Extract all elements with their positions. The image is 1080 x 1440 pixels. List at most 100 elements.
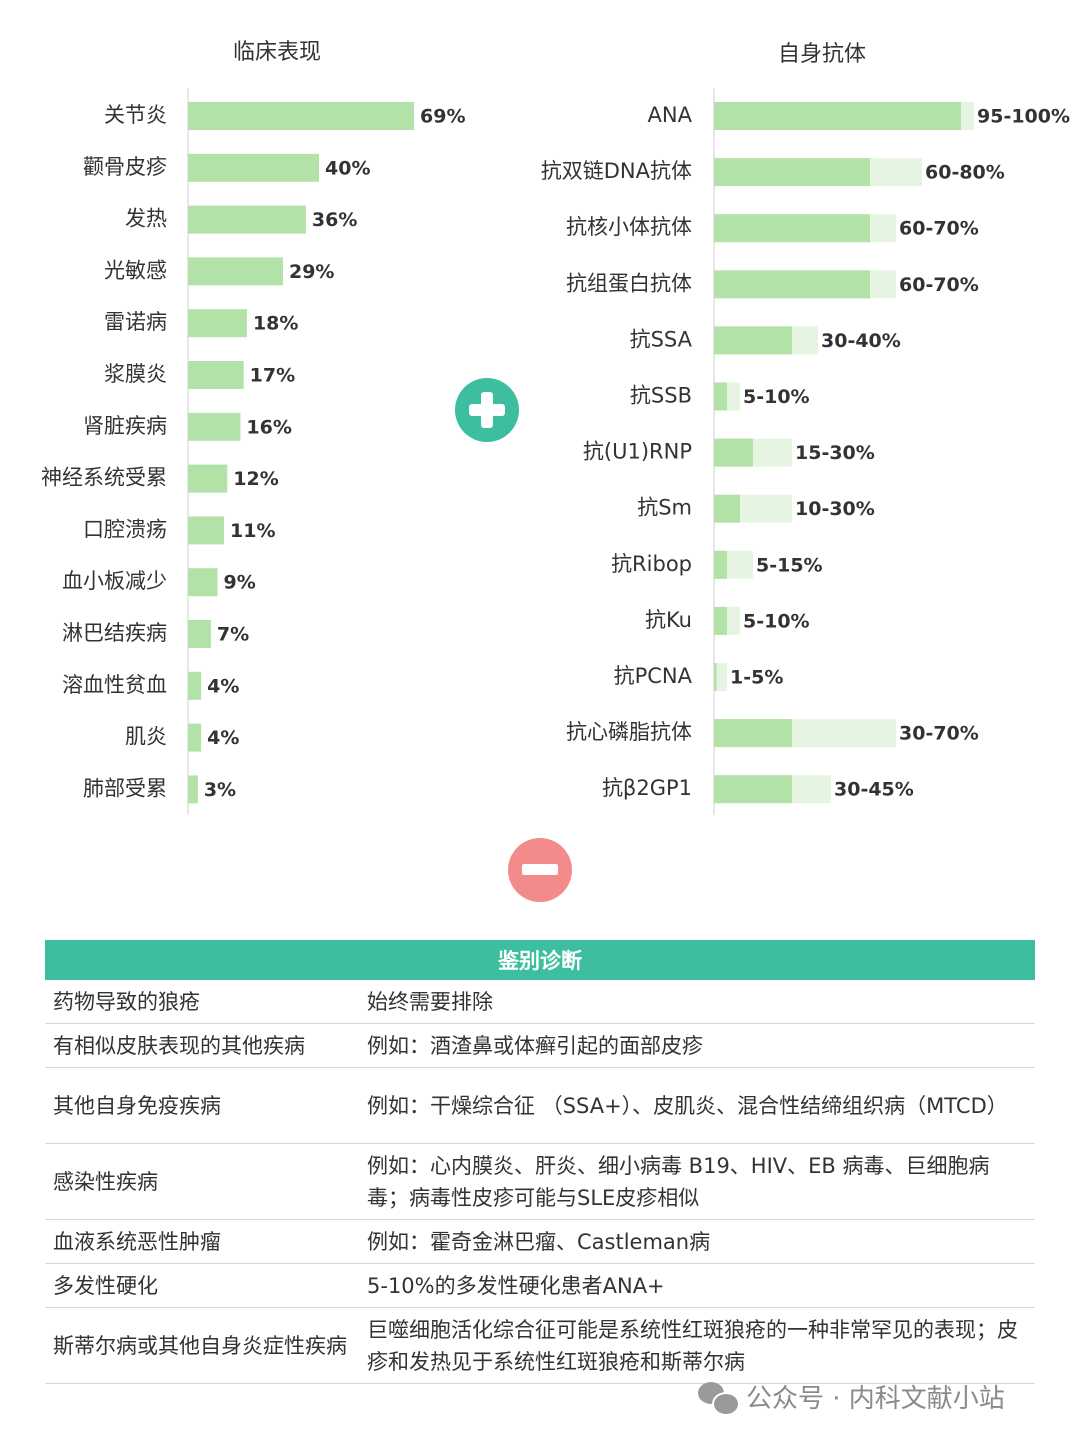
row-description: 例如：心内膜炎、肝炎、细小病毒 B19、HIV、EB 病毒、巨细胞病毒；病毒性皮… [367,1153,990,1210]
clinical-category-label: 关节炎 [104,103,167,127]
clinical-category-label: 发热 [125,207,167,231]
antibody-low-bar [714,550,727,579]
antibody-value-label: 1-5% [730,667,783,689]
table-row: 有相似皮肤表现的其他疾病 例如：酒渣鼻或体癣引起的面部皮疹 [45,1024,1035,1068]
row-disease: 药物导致的狼疮 [53,989,200,1014]
antibody-low-bar [714,214,870,243]
row-description: 巨噬细胞活化综合征可能是系统性红斑狼疮的一种非常罕见的表现；皮疹和发热见于系统性… [367,1317,1018,1374]
row-disease: 感染性疾病 [53,1169,158,1194]
table-row: 感染性疾病 例如：心内膜炎、肝炎、细小病毒 B19、HIV、EB 病毒、巨细胞病… [45,1144,1035,1220]
clinical-category-label: 淋巴结疾病 [62,621,167,645]
row-description: 例如：干燥综合征 （SSA+）、皮肌炎、混合性结缔组织病（MTCD） [367,1093,1008,1118]
table-row: 斯蒂尔病或其他自身炎症性疾病 巨噬细胞活化综合征可能是系统性红斑狼疮的一种非常罕… [45,1308,1035,1384]
clinical-category-label: 溶血性贫血 [62,673,167,697]
clinical-category-label: 肌炎 [125,725,167,749]
clinical-value-label: 4% [207,675,239,697]
clinical-value-label: 16% [246,416,291,438]
clinical-bar [188,516,225,545]
clinical-bar [188,464,228,493]
antibody-value-label: 10-30% [795,498,875,520]
clinical-category-label: 雷诺病 [104,310,167,334]
row-description: 例如：霍奇金淋巴瘤、Castleman病 [367,1229,711,1254]
antibody-value-label: 30-70% [899,723,979,745]
row-description: 5-10%的多发性硬化患者ANA+ [367,1273,665,1298]
clinical-value-label: 4% [207,727,239,749]
row-description: 始终需要排除 [367,989,493,1014]
row-description: 例如：酒渣鼻或体癣引起的面部皮疹 [367,1033,703,1058]
clinical-bar [188,257,283,286]
clinical-value-label: 18% [253,313,298,335]
clinical-value-label: 29% [289,261,334,283]
antibody-chart-title: 自身抗体 [777,42,866,67]
antibody-value-label: 30-45% [834,779,914,801]
clinical-bar [188,723,202,752]
clinical-value-label: 40% [325,157,370,179]
clinical-bar [188,205,306,234]
antibody-category-label: 抗双链DNA抗体 [541,159,692,183]
antibody-category-label: 抗(U1)RNP [583,440,692,464]
clinical-bar [188,620,211,648]
clinical-bar [188,153,320,182]
antibody-value-label: 5-10% [743,386,810,408]
clinical-value-label: 9% [223,572,255,594]
clinical-bar [188,361,244,389]
clinical-bar [188,775,198,804]
antibody-value-label: 5-10% [743,610,810,632]
table-header: 鉴别诊断 [45,940,1035,980]
antibody-low-bar [714,775,792,804]
antibody-low-bar [714,102,961,130]
antibody-value-label: 15-30% [795,442,875,464]
clinical-category-label: 浆膜炎 [104,362,167,386]
clinical-bar [188,568,218,597]
differential-diagnosis-table: 鉴别诊断 药物导致的狼疮 始终需要排除 有相似皮肤表现的其他疾病 例如：酒渣鼻或… [45,940,1035,1384]
antibody-value-label: 60-80% [925,162,1005,184]
row-disease: 血液系统恶性肿瘤 [53,1229,221,1254]
antibody-low-bar [714,326,792,355]
watermark: 公众号 · 内科文献小站 [698,1378,1005,1416]
antibody-value-label: 95-100% [977,106,1070,128]
antibody-low-bar [714,270,870,299]
antibody-low-bar [714,158,870,187]
antibody-value-label: 5-15% [756,554,823,576]
clinical-value-label: 69% [420,106,465,128]
clinical-value-label: 17% [250,365,295,387]
clinical-bar [188,412,241,441]
clinical-category-label: 肺部受累 [83,776,167,800]
clinical-category-label: 肾脏疾病 [83,414,167,438]
row-disease: 有相似皮肤表现的其他疾病 [53,1033,305,1058]
antibody-category-label: 抗SSA [630,327,693,351]
table-row: 其他自身免疫疾病 例如：干燥综合征 （SSA+）、皮肌炎、混合性结缔组织病（MT… [45,1068,1035,1144]
clinical-category-label: 光敏感 [104,258,167,282]
antibody-category-label: ANA [648,103,693,127]
antibody-value-label: 60-70% [899,218,979,240]
clinical-chart-title: 临床表现 [232,40,321,65]
antibody-category-label: 抗PCNA [614,664,693,688]
watermark-text: 公众号 · 内科文献小站 [746,1384,1005,1414]
row-disease: 多发性硬化 [53,1273,158,1298]
antibody-low-bar [714,494,740,523]
antibody-category-label: 抗组蛋白抗体 [566,271,692,295]
clinical-value-label: 3% [204,779,236,801]
clinical-category-label: 口腔溃疡 [83,517,167,541]
table-row: 药物导致的狼疮 始终需要排除 [45,980,1035,1024]
table-row: 多发性硬化 5-10%的多发性硬化患者ANA+ [45,1264,1035,1308]
antibody-category-label: 抗核小体抗体 [566,215,692,239]
table-row: 血液系统恶性肿瘤 例如：霍奇金淋巴瘤、Castleman病 [45,1220,1035,1264]
antibody-category-label: 抗Ku [645,608,692,632]
antibody-category-label: 抗β2GP1 [602,776,692,800]
antibody-category-label: 抗SSB [630,384,692,408]
antibody-value-label: 60-70% [899,274,979,296]
antibody-low-bar [714,606,727,635]
clinical-value-label: 11% [230,520,275,542]
antibody-category-label: 抗Ribop [611,552,692,576]
antibody-low-bar [714,663,717,691]
clinical-category-label: 颧骨皮疹 [83,155,167,179]
antibody-low-bar [714,382,727,411]
row-disease: 其他自身免疫疾病 [53,1093,221,1118]
clinical-category-label: 血小板减少 [62,569,167,593]
antibody-category-label: 抗心磷脂抗体 [566,720,692,744]
plus-circle-icon [455,378,519,442]
clinical-category-label: 神经系统受累 [41,466,167,490]
minus-circle-icon [508,838,572,902]
antibody-low-bar [714,438,753,467]
